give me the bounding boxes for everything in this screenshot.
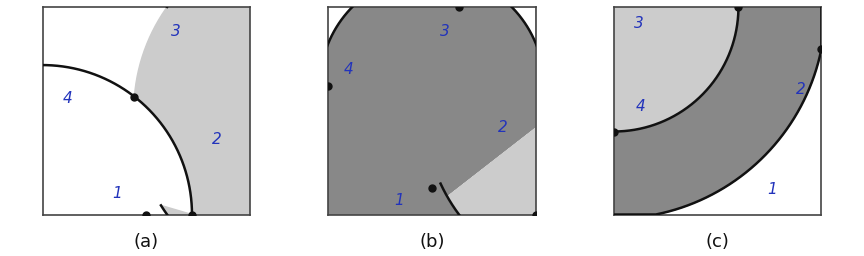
Text: 4: 4 <box>344 62 354 77</box>
Text: 2: 2 <box>796 82 805 98</box>
Text: 3: 3 <box>440 24 449 39</box>
Text: 1: 1 <box>112 186 122 201</box>
Text: 4: 4 <box>62 91 73 106</box>
Text: 1: 1 <box>766 182 777 197</box>
Polygon shape <box>448 0 772 256</box>
Text: (a): (a) <box>134 232 159 251</box>
Polygon shape <box>614 7 739 132</box>
Polygon shape <box>614 7 822 215</box>
Text: 3: 3 <box>170 24 181 39</box>
Text: 4: 4 <box>636 99 645 114</box>
Text: 2: 2 <box>212 132 222 147</box>
Text: (b): (b) <box>419 232 445 251</box>
Text: 3: 3 <box>634 16 644 31</box>
Polygon shape <box>328 7 536 215</box>
Text: 1: 1 <box>394 193 403 208</box>
Text: (c): (c) <box>706 232 729 251</box>
Polygon shape <box>135 0 491 256</box>
Text: 2: 2 <box>498 120 507 135</box>
